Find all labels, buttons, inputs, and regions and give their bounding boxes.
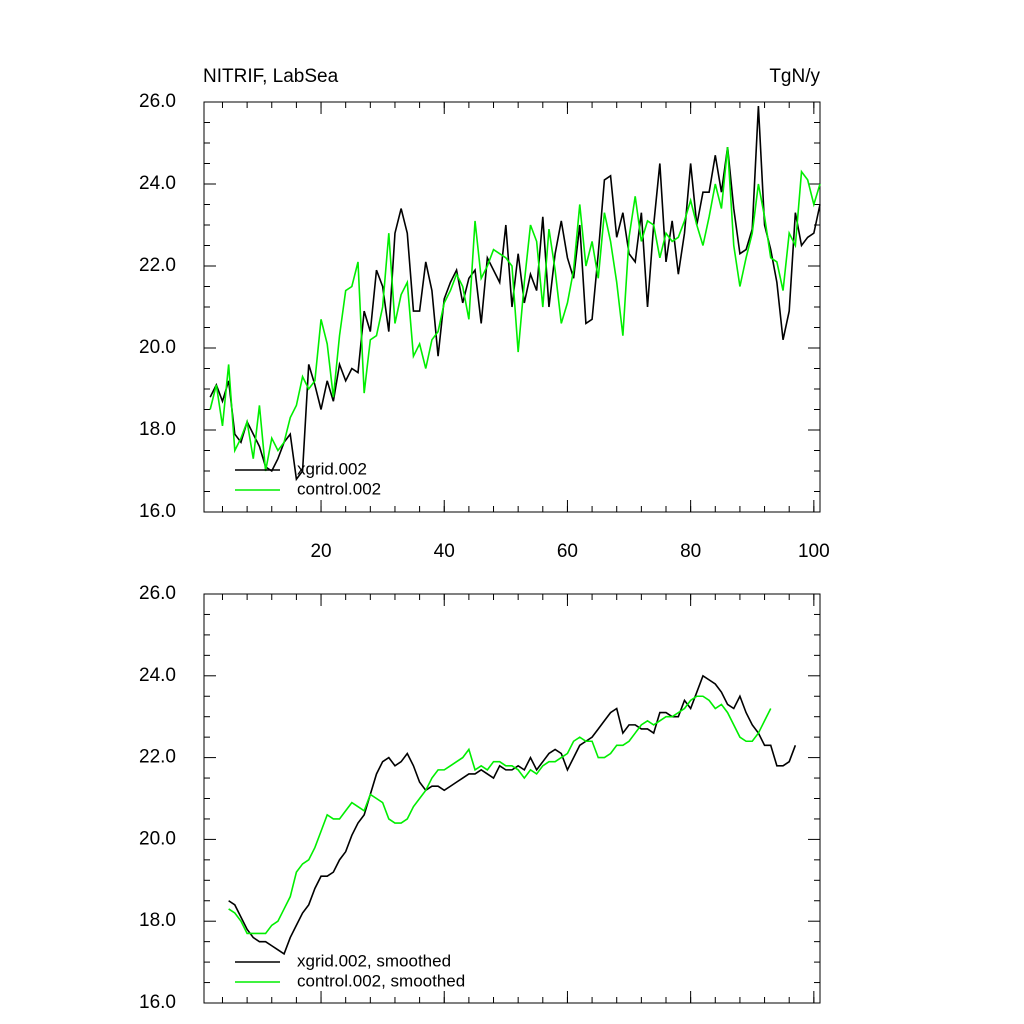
units-label: TgN/y [769, 66, 820, 87]
y-tick-label: 20.0 [139, 337, 176, 358]
series-line [209, 147, 821, 472]
chart-title: NITRIF, LabSea [203, 66, 339, 87]
y-tick-label: 26.0 [139, 583, 176, 604]
y-tick-label: 24.0 [139, 665, 176, 686]
x-tick-label: 20 [310, 541, 331, 562]
plot-frame [203, 593, 821, 1004]
legend-label: control.002, smoothed [297, 971, 465, 990]
series-line [209, 106, 821, 482]
y-tick-label: 16.0 [139, 992, 176, 1013]
x-tick-label: 80 [680, 541, 701, 562]
x-tick-label: 40 [434, 541, 455, 562]
y-tick-label: 26.0 [139, 91, 176, 112]
legend-label: xgrid.002, smoothed [297, 951, 451, 970]
y-tick-label: 24.0 [139, 173, 176, 194]
series-line [228, 674, 797, 956]
y-tick-label: 18.0 [139, 910, 176, 931]
x-tick-label: 60 [557, 541, 578, 562]
series-line [228, 695, 772, 935]
x-tick-label: 100 [798, 541, 830, 562]
y-tick-label: 18.0 [139, 419, 176, 440]
y-tick-label: 20.0 [139, 828, 176, 849]
y-tick-label: 22.0 [139, 255, 176, 276]
y-tick-label: 16.0 [139, 501, 176, 522]
y-tick-label: 22.0 [139, 747, 176, 768]
legend-label: xgrid.002 [297, 459, 367, 478]
legend-label: control.002 [297, 479, 381, 498]
